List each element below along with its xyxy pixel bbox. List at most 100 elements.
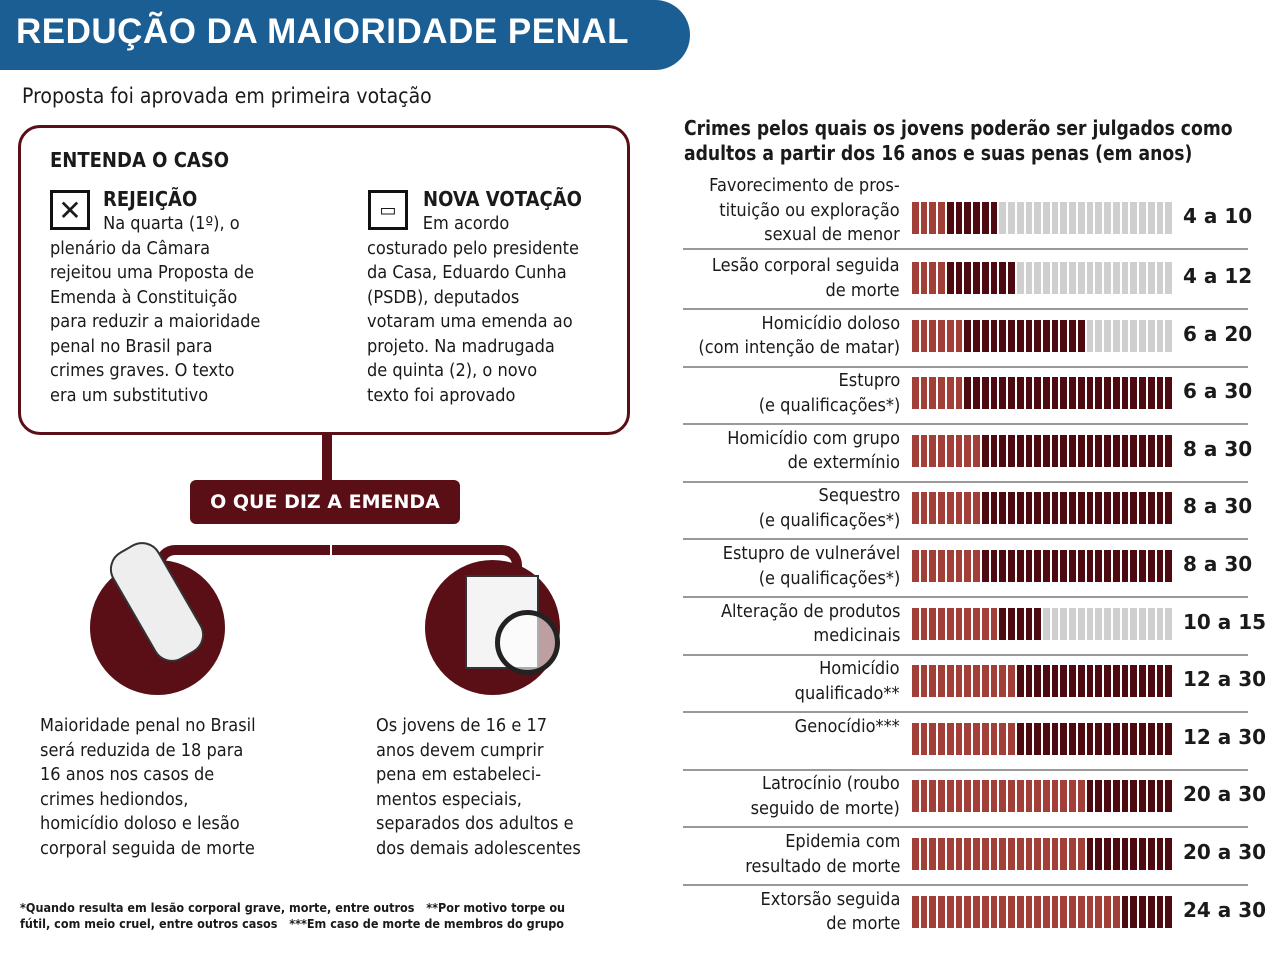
bar-segment-empty [1104, 202, 1111, 234]
bar-segment-empty [1069, 202, 1076, 234]
bar-segment-range [1051, 665, 1059, 698]
bar-segment-min [920, 377, 928, 410]
bar-segment-range [964, 377, 972, 410]
bar-segment-min [1008, 895, 1015, 928]
bar-segment-range [973, 262, 980, 294]
bar-segment-empty [1156, 607, 1164, 640]
bar-segment-range [1095, 665, 1103, 698]
bar-segment-range [1016, 722, 1024, 755]
category-label: Alteração de produtos medicinais [720, 600, 900, 647]
bar-segment-range [1165, 492, 1173, 525]
bar-segment-range [1147, 895, 1155, 928]
bar-segment-min [938, 319, 945, 352]
sentence-bar [912, 722, 1173, 755]
bar-segment-min [955, 665, 963, 698]
bar-segment-range [1051, 377, 1059, 410]
category-label: Latrocínio (roubo seguido de morte) [750, 773, 900, 819]
bar-segment-empty [1112, 262, 1120, 294]
bar-segment-min [938, 607, 945, 640]
bar-segment-empty [1121, 262, 1129, 294]
title-banner: REDUÇÃO DA MAIORIDADE PENAL [0, 0, 690, 70]
bar-segment-empty [1156, 262, 1164, 294]
bar-segment-min [946, 838, 954, 870]
bar-segment-min [1008, 780, 1015, 813]
bar-segment-empty [1095, 607, 1103, 640]
chart-row: Homicídio com grupo de extermínio 8 a 30 [683, 425, 1252, 483]
ballot-box-icon: ▭ [368, 190, 408, 230]
bar-segment-min [981, 607, 989, 640]
bar-segment-min [1008, 838, 1015, 870]
bar-segment-min [990, 895, 998, 928]
bar-segment-range [1034, 319, 1042, 352]
bar-segment-range [990, 434, 998, 467]
bar-segment-min [964, 895, 972, 928]
bar-segment-range [1025, 550, 1033, 582]
bar-segment-range [1104, 665, 1111, 698]
bar-segment-range [955, 262, 963, 294]
bar-segment-range [1156, 377, 1164, 410]
bar-segment-empty [1147, 607, 1155, 640]
bar-segment-range [1104, 377, 1111, 410]
bar-segment-min [929, 550, 937, 582]
bar-segment-range [964, 262, 972, 294]
bar-segment-min [964, 665, 972, 698]
bar-segment-range [1095, 722, 1103, 755]
value-label: 10 a 15 [1183, 609, 1267, 634]
bar-segment-empty [1130, 262, 1138, 294]
bar-segment-range [1121, 722, 1129, 755]
bar-segment-min [1077, 895, 1085, 928]
bar-segment-empty [1147, 262, 1155, 294]
bar-segment-range [1130, 780, 1138, 813]
chart-row: Epidemia com resultado de morte 20 a 30 [683, 828, 1266, 886]
bar-segment-min [973, 434, 980, 467]
bar-segment-range [1104, 492, 1111, 525]
bar-segment-min [1104, 895, 1111, 928]
bar-segment-empty [1104, 262, 1111, 294]
bar-segment-min [1016, 780, 1024, 813]
bar-segment-empty [1139, 202, 1146, 234]
bar-segment-range [1147, 434, 1155, 467]
bar-segment-range [981, 262, 989, 294]
bar-segment-range [999, 607, 1007, 640]
bar-segment-range [1069, 377, 1076, 410]
bar-segment-range [1130, 550, 1138, 582]
bar-segment-range [999, 550, 1007, 582]
bar-segment-min [929, 607, 937, 640]
bar-segment-range [1112, 434, 1120, 467]
bar-segment-range [1112, 377, 1120, 410]
bar-segment-range [1156, 665, 1164, 698]
category-label: Homicídio doloso (com intenção de matar) [698, 312, 900, 359]
bar-segment-range [1069, 665, 1076, 698]
bar-segment-empty [1165, 202, 1173, 234]
bar-segment-range [1156, 780, 1164, 813]
bar-segment-range [1043, 377, 1050, 410]
bar-segment-empty [1156, 319, 1164, 352]
bar-segment-min [973, 492, 980, 525]
bar-segment-range [1077, 665, 1085, 698]
bar-segment-min [1051, 895, 1059, 928]
bar-segment-range [1086, 377, 1094, 410]
bar-segment-min [929, 262, 937, 294]
rejeicao-text: Na quarta (1º), o plenário da Câmara rej… [50, 213, 261, 406]
chart-row: Extorsão seguida de morte 24 a 30 [683, 886, 1266, 942]
bar-segment-range [1147, 550, 1155, 582]
bar-segment-range [1121, 780, 1129, 813]
bar-segment-min [1034, 895, 1042, 928]
category-label: Homicídio com grupo de extermínio [727, 427, 900, 474]
bar-segment-min [946, 722, 954, 755]
bar-segment-range [1156, 434, 1164, 467]
bar-segment-min [946, 319, 954, 352]
bar-segment-min [981, 895, 989, 928]
bar-segment-min [964, 780, 972, 813]
bar-segment-min [912, 665, 919, 698]
documents-magnifier-icon [425, 560, 560, 695]
bar-segment-range [1060, 434, 1068, 467]
bar-segment-min [946, 550, 954, 582]
bar-segment-range [1086, 492, 1094, 525]
bar-segment-empty [1086, 202, 1094, 234]
bar-segment-min [1069, 838, 1076, 870]
bar-segment-min [981, 722, 989, 755]
bar-segment-min [1051, 838, 1059, 870]
bar-segment-empty [1069, 607, 1076, 640]
bar-segment-min [990, 607, 998, 640]
